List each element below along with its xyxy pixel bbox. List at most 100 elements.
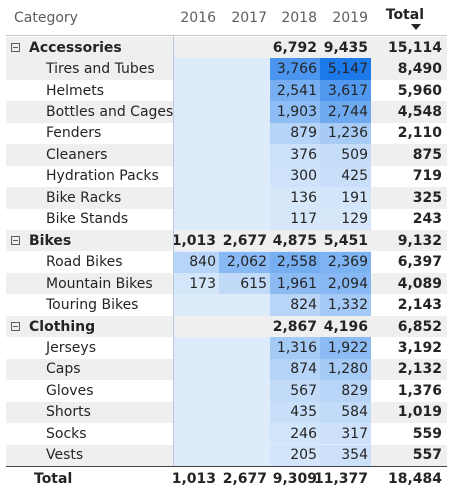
column-header-2016[interactable]: 2016: [180, 10, 216, 26]
value-cell[interactable]: [173, 37, 219, 58]
row-total-cell[interactable]: 559: [412, 425, 442, 442]
value-cell[interactable]: 300: [270, 165, 320, 188]
column-header-2019[interactable]: 2019: [332, 10, 368, 26]
table-row[interactable]: Shorts 435 584 1,019: [0, 401, 453, 424]
row-total-cell[interactable]: 5,960: [397, 82, 442, 99]
collapse-icon[interactable]: [11, 236, 20, 246]
value-cell[interactable]: [173, 316, 219, 337]
value-cell[interactable]: 1,961: [270, 272, 320, 295]
value-cell[interactable]: [173, 58, 219, 79]
value-cell[interactable]: [219, 144, 270, 165]
row-total-cell[interactable]: 875: [412, 146, 442, 163]
value-cell[interactable]: 2,677: [222, 232, 267, 249]
row-total-cell[interactable]: 243: [412, 211, 442, 228]
value-cell[interactable]: 5,147: [320, 58, 371, 80]
value-cell[interactable]: [219, 402, 270, 423]
table-row[interactable]: Road Bikes 840 2,062 2,558 2,369 6,397: [0, 251, 453, 273]
value-cell[interactable]: 4,196: [323, 318, 368, 335]
value-cell[interactable]: [173, 80, 219, 101]
value-cell[interactable]: 354: [320, 444, 371, 466]
table-row[interactable]: Cleaners 376 509 875: [0, 144, 453, 166]
value-cell[interactable]: [173, 144, 219, 165]
table-row[interactable]: Jerseys 1,316 1,922 3,192: [0, 337, 453, 359]
group-label[interactable]: Bikes: [0, 230, 173, 251]
row-total-cell[interactable]: 719: [412, 168, 442, 185]
value-cell[interactable]: [173, 166, 219, 187]
value-cell[interactable]: 129: [320, 208, 371, 230]
row-total-cell[interactable]: 3,192: [397, 339, 442, 356]
value-cell[interactable]: 435: [270, 401, 320, 424]
table-row[interactable]: Bottles and Cages 1,903 2,744 4,548: [0, 101, 453, 123]
value-cell[interactable]: 2,094: [320, 272, 371, 295]
value-cell[interactable]: 191: [320, 187, 371, 209]
value-cell[interactable]: 6,792: [272, 39, 317, 56]
row-total-cell[interactable]: 325: [412, 189, 442, 206]
value-cell[interactable]: 3,766: [270, 58, 320, 80]
value-cell[interactable]: 117: [270, 208, 320, 230]
value-cell[interactable]: [219, 294, 270, 315]
value-cell[interactable]: 2,369: [320, 251, 371, 273]
table-row[interactable]: Fenders 879 1,236 2,110: [0, 122, 453, 145]
row-total-cell[interactable]: 4,089: [397, 275, 442, 292]
value-cell[interactable]: 136: [270, 187, 320, 209]
value-cell[interactable]: [219, 123, 270, 144]
grand-total-cell[interactable]: 9,309: [272, 470, 317, 487]
row-total-cell[interactable]: 15,114: [387, 39, 442, 56]
value-cell[interactable]: [219, 80, 270, 101]
table-row[interactable]: Mountain Bikes 173 615 1,961 2,094 4,089: [0, 272, 453, 295]
group-row[interactable]: Accessories 6,792 9,435 15,114: [0, 37, 453, 58]
table-row[interactable]: Socks 246 317 559: [0, 423, 453, 445]
value-cell[interactable]: 2,062: [219, 251, 270, 273]
value-cell[interactable]: 509: [320, 144, 371, 166]
value-cell[interactable]: [219, 101, 270, 122]
value-cell[interactable]: [219, 423, 270, 444]
table-row[interactable]: Gloves 567 829 1,376: [0, 380, 453, 402]
row-total-cell[interactable]: 2,132: [397, 361, 442, 378]
collapse-icon[interactable]: [11, 43, 20, 53]
table-row[interactable]: Vests 205 354 557: [0, 444, 453, 466]
value-cell[interactable]: 1,903: [270, 101, 320, 123]
value-cell[interactable]: 1,316: [270, 337, 320, 359]
table-row[interactable]: Helmets 2,541 3,617 5,960: [0, 79, 453, 102]
value-cell[interactable]: 317: [320, 423, 371, 445]
value-cell[interactable]: 2,558: [270, 251, 320, 273]
value-cell[interactable]: 1,922: [320, 337, 371, 359]
value-cell[interactable]: [173, 445, 219, 466]
value-cell[interactable]: 1,013: [171, 232, 216, 249]
grand-total-value[interactable]: 18,484: [387, 470, 442, 487]
grand-total-cell[interactable]: 11,377: [313, 470, 368, 487]
table-row[interactable]: Touring Bikes 824 1,332 2,143: [0, 294, 453, 316]
value-cell[interactable]: 879: [270, 122, 320, 145]
row-total-cell[interactable]: 9,132: [397, 232, 442, 249]
row-total-cell[interactable]: 1,019: [397, 404, 442, 421]
value-cell[interactable]: [173, 337, 219, 358]
value-cell[interactable]: 173: [173, 272, 219, 295]
grand-total-cell[interactable]: 1,013: [171, 470, 216, 487]
column-header-2017[interactable]: 2017: [231, 10, 267, 26]
value-cell[interactable]: [173, 209, 219, 230]
value-cell[interactable]: [173, 423, 219, 444]
value-cell[interactable]: [219, 316, 270, 337]
table-row[interactable]: Bike Racks 136 191 325: [0, 187, 453, 209]
value-cell[interactable]: [219, 187, 270, 208]
value-cell[interactable]: [173, 294, 219, 315]
group-label[interactable]: Accessories: [0, 37, 173, 58]
value-cell[interactable]: [173, 101, 219, 122]
value-cell[interactable]: [173, 380, 219, 401]
value-cell[interactable]: 584: [320, 401, 371, 424]
row-total-cell[interactable]: 8,490: [397, 61, 442, 78]
value-cell[interactable]: 824: [270, 294, 320, 316]
value-cell[interactable]: [173, 123, 219, 144]
row-total-cell[interactable]: 6,852: [397, 318, 442, 335]
value-cell[interactable]: [173, 187, 219, 208]
column-header-2018[interactable]: 2018: [281, 10, 317, 26]
value-cell[interactable]: [219, 337, 270, 358]
value-cell[interactable]: 376: [270, 144, 320, 166]
row-total-cell[interactable]: 4,548: [397, 104, 442, 121]
table-row[interactable]: Bike Stands 117 129 243: [0, 208, 453, 230]
value-cell[interactable]: 3,617: [320, 79, 371, 102]
row-total-cell[interactable]: 2,143: [397, 297, 442, 314]
value-cell[interactable]: 425: [320, 165, 371, 188]
table-row[interactable]: Caps 874 1,280 2,132: [0, 358, 453, 381]
table-row[interactable]: Tires and Tubes 3,766 5,147 8,490: [0, 58, 453, 80]
